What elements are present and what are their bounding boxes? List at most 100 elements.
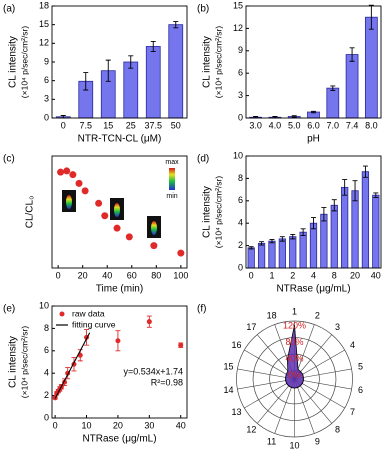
error-bar <box>349 47 355 62</box>
y-tick-label: 18 <box>39 0 49 10</box>
bar <box>268 240 276 269</box>
point <box>115 338 121 344</box>
radar-spoke <box>244 378 295 409</box>
point <box>177 249 185 257</box>
radar-spoke <box>256 378 295 424</box>
x-tick-label: 25 <box>126 120 136 130</box>
radar-category-label: 17 <box>246 322 256 332</box>
y-tick-label: 9 <box>44 56 49 66</box>
y-tick-label: 4 <box>238 218 243 228</box>
radar-ring-label: 0% <box>288 370 301 380</box>
x-tick-label: 0 <box>61 120 66 130</box>
annotation: y=0.534x+1.74 <box>123 366 183 376</box>
error-bar <box>330 85 336 91</box>
error-bar <box>279 236 285 242</box>
error-bar <box>173 21 179 29</box>
radar-category-label: 3 <box>335 322 340 332</box>
y-tick-label: 2 <box>238 240 243 250</box>
x-tick-label: 8 <box>332 270 337 280</box>
radar-spoke <box>294 378 315 434</box>
error-bar <box>311 110 316 114</box>
radar-spoke <box>237 378 295 390</box>
y-tick-label: 12 <box>233 23 243 33</box>
x-tick-label: 3.0 <box>249 120 262 130</box>
bar <box>361 171 370 269</box>
x-tick-label: 4.0 <box>269 120 282 130</box>
error-bar <box>311 217 316 230</box>
radar-spoke <box>294 378 345 409</box>
panel-label: (f) <box>197 304 206 315</box>
point <box>150 242 158 250</box>
point <box>75 179 83 187</box>
radar-ring-label: 80% <box>285 337 303 347</box>
bar <box>320 213 328 269</box>
y-tick-label: 3 <box>44 94 49 104</box>
error-bar <box>105 59 111 82</box>
y-axis-label: CL/CL₀ <box>25 196 36 229</box>
y-tick-label: 0 <box>238 262 243 272</box>
y-axis-unit: (×10⁴ p/sec/cm²/sr) <box>19 326 29 399</box>
x-tick-label: 20 <box>350 270 360 280</box>
error-bar <box>290 233 296 240</box>
legend-swatch <box>59 311 65 317</box>
radar-ring-label: 120% <box>283 320 306 330</box>
y-tick-label: 15 <box>233 0 243 10</box>
point <box>178 342 184 348</box>
legend-label: raw data <box>72 308 105 318</box>
x-tick-label: 7.0 <box>327 120 340 130</box>
x-tick-label: 30 <box>144 420 154 430</box>
radar-category-label: 11 <box>267 436 276 446</box>
x-tick-label: 4 <box>311 270 316 280</box>
x-axis-label: pH <box>307 134 320 145</box>
plot-frame <box>245 155 382 269</box>
error-bar <box>300 228 306 236</box>
y-tick-label: 2 <box>44 390 49 400</box>
y-tick-label: 6 <box>44 345 49 355</box>
y-axis-unit: (×10⁴ p/sec/cm²/sr) <box>213 26 223 99</box>
plot-frame <box>245 5 382 119</box>
error-bar <box>342 179 348 196</box>
radar-area <box>285 325 304 389</box>
bar <box>123 61 139 119</box>
error-bar <box>128 55 134 69</box>
radar-category-label: 18 <box>267 310 277 320</box>
radar-category-label: 14 <box>224 385 234 395</box>
radar-category-label: 4 <box>350 340 355 350</box>
y-axis-label: CL intensity <box>8 336 19 388</box>
bar <box>309 222 318 269</box>
y-tick-label: 4 <box>44 368 49 378</box>
x-tick-label: 40 <box>102 270 112 280</box>
y-axis-unit: (×10⁴ p/sec/cm²/sr) <box>19 26 29 99</box>
y-tick-label: 6 <box>238 68 243 78</box>
bar <box>257 242 266 269</box>
error-bar <box>150 41 156 52</box>
bar <box>299 231 307 269</box>
y-tick-label: 3 <box>238 90 243 100</box>
bar <box>278 238 286 269</box>
plot-frame <box>51 305 188 419</box>
annotation: R²=0.98 <box>151 377 183 387</box>
error-bar <box>83 72 89 91</box>
point <box>146 319 152 325</box>
panel-label: (c) <box>3 154 15 165</box>
x-tick-label: 1 <box>269 270 274 280</box>
bar <box>341 186 349 269</box>
x-tick-label: 37.5 <box>144 120 162 130</box>
x-tick-label: 10 <box>82 420 92 430</box>
scale-label: min <box>166 193 177 200</box>
y-tick-label: 10 <box>233 150 243 160</box>
point <box>125 233 133 241</box>
x-tick-label: 5.0 <box>288 120 301 130</box>
y-axis-label: CL intensity <box>202 36 213 88</box>
x-tick-label: 8.0 <box>365 120 378 130</box>
point <box>81 187 89 195</box>
error-bar <box>291 115 297 118</box>
radar-category-label: 16 <box>231 340 241 350</box>
y-axis-label: CL intensity <box>202 186 213 238</box>
radar-category-label: 10 <box>289 440 299 450</box>
bar <box>372 194 380 269</box>
radar-category-label: 7 <box>350 407 355 417</box>
point <box>95 199 103 207</box>
x-tick-label: 0 <box>53 420 58 430</box>
panel-label: (a) <box>3 4 15 15</box>
